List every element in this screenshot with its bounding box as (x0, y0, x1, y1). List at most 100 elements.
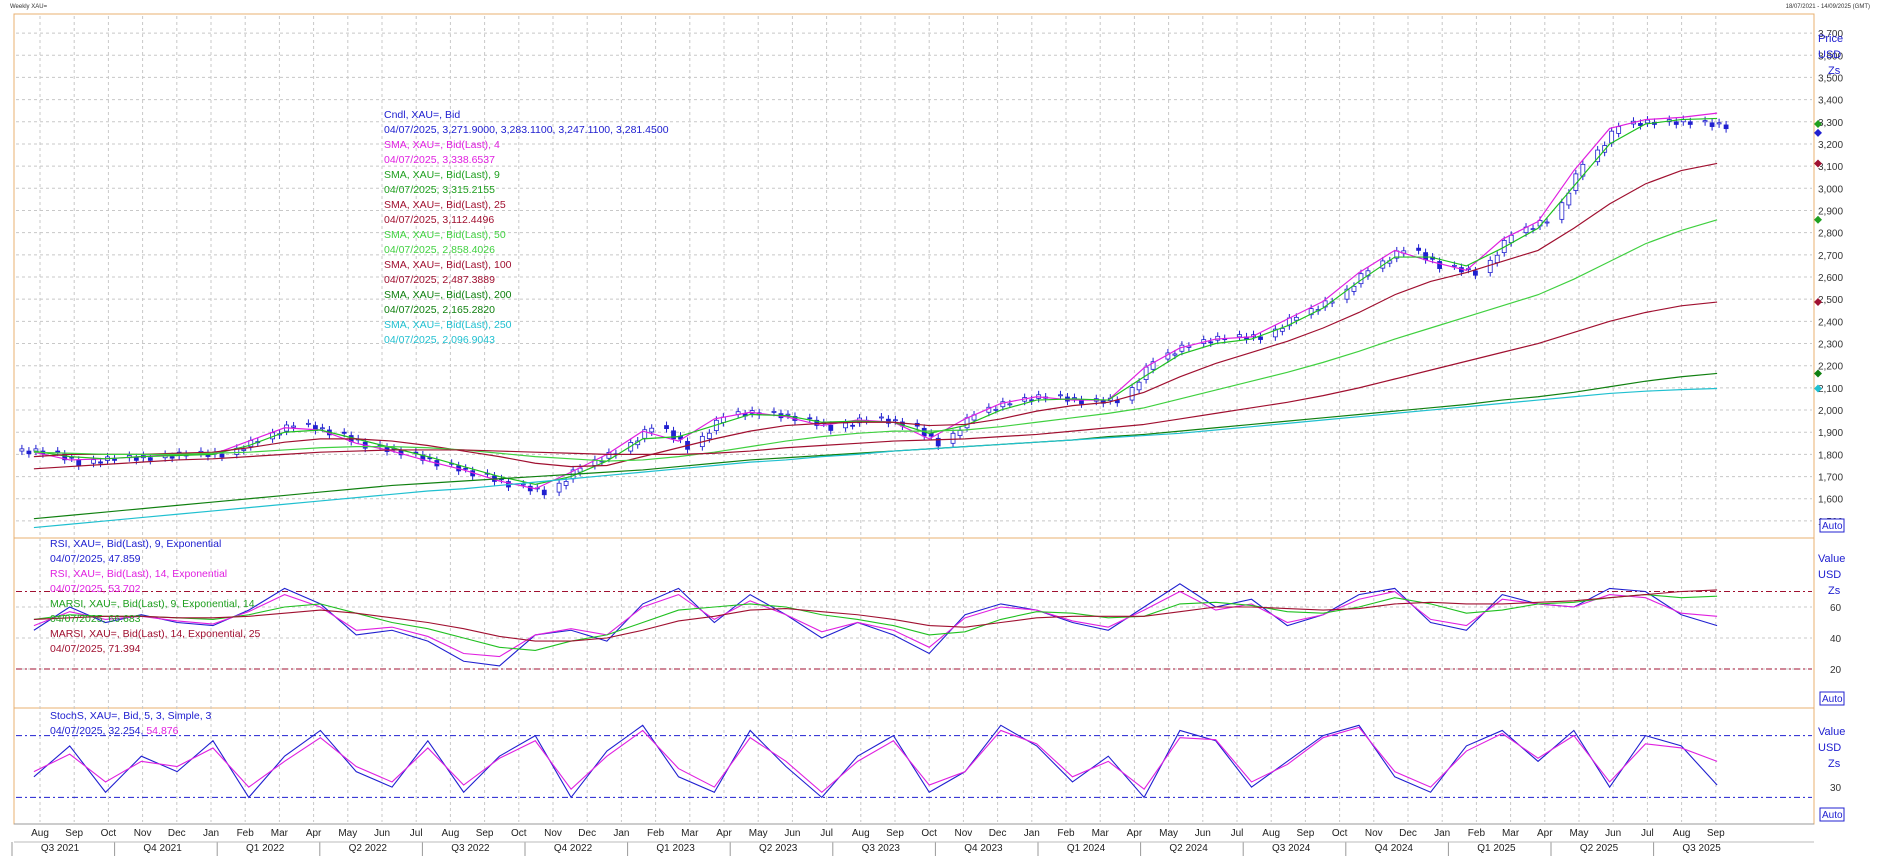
candle-body (1473, 270, 1478, 276)
price-legend-line: SMA, XAU=, Bid(Last), 250 (384, 319, 512, 331)
candle-body (1172, 353, 1178, 356)
candle-body (541, 489, 547, 496)
stoch-series (33, 724, 1718, 799)
month-tick-label: Nov (134, 828, 152, 839)
month-tick-label: Sep (886, 828, 904, 839)
candle-body (291, 425, 296, 428)
axes: 1,5001,6001,7001,8001,9002,0002,1002,200… (11, 29, 1843, 856)
price-tick-label: 1,900 (1818, 428, 1843, 439)
month-tick-label: Aug (1262, 828, 1280, 839)
candle-body (649, 427, 655, 433)
candle-body (1308, 308, 1314, 316)
sma50-line (33, 219, 1718, 462)
candle-body (1723, 124, 1729, 130)
month-tick-label: Jun (784, 828, 800, 839)
month-tick-label: Jul (410, 828, 423, 839)
candle-body (556, 482, 562, 493)
price-tick-label: 2,100 (1818, 384, 1843, 395)
month-tick-label: Jan (613, 828, 629, 839)
price-tick-label: 2,900 (1818, 206, 1843, 217)
candle-body (463, 467, 469, 470)
month-tick-label: Aug (31, 828, 49, 839)
month-tick-label: Nov (544, 828, 562, 839)
quarter-tick-label: Q3 2023 (862, 843, 901, 854)
stoch-auto-button[interactable] (1819, 807, 1845, 822)
price-legend-line: SMA, XAU=, Bid(Last), 25 (384, 199, 506, 211)
price-tick-label: 1,800 (1818, 450, 1843, 461)
candle-body (1272, 328, 1278, 338)
month-tick-label: Jun (1195, 828, 1211, 839)
rsi-legend-line: MARSI, XAU=, Bid(Last), 14, Exponential,… (50, 628, 261, 640)
candle-body (706, 432, 712, 439)
stoch-auto-label: Auto (1822, 810, 1843, 821)
rsi-tick-label: 60 (1830, 603, 1842, 614)
price-legend-line: SMA, XAU=, Bid(Last), 4 (384, 139, 500, 151)
price-legend-line: 04/07/2025, 2,165.2820 (384, 304, 495, 316)
price-legend-line: 04/07/2025, 3,271.9000, 3,283.1100, 3,24… (384, 124, 669, 136)
price-tick-label: 2,400 (1818, 317, 1843, 328)
price-tick-label: 2,200 (1818, 362, 1843, 373)
price-tick-label: 2,000 (1818, 406, 1843, 417)
month-tick-label: Dec (989, 828, 1007, 839)
rsi-legend-line: 04/07/2025, 53.702 (50, 583, 141, 595)
candle-body (893, 419, 898, 422)
stoch-legend-d-value: 54.876 (146, 725, 179, 737)
rsi-tick-label: 40 (1830, 634, 1842, 645)
price-auto-button[interactable] (1819, 518, 1845, 533)
candle-body (993, 408, 999, 411)
price-panel[interactable] (13, 13, 1815, 539)
chart-title: Weekly XAU= (10, 4, 48, 10)
price-value-marker (1814, 369, 1822, 378)
candle-body (19, 448, 25, 452)
rsi-auto-label: Auto (1822, 694, 1843, 705)
sma200-line (33, 372, 1718, 520)
rsi14-line (33, 590, 1718, 658)
month-tick-label: Apr (1537, 828, 1553, 839)
month-tick-label: May (1159, 828, 1178, 839)
quarter-tick-label: Q3 2022 (451, 843, 490, 854)
month-tick-label: Apr (306, 828, 322, 839)
month-tick-label: Dec (1399, 828, 1417, 839)
price-value-marker (1814, 384, 1822, 393)
price-legend-line: SMA, XAU=, Bid(Last), 200 (384, 289, 512, 301)
quarter-tick-label: Q4 2022 (554, 843, 593, 854)
stoch-legend-values: 04/07/2025, 32.254, 54.876 (50, 724, 211, 739)
month-tick-label: May (338, 828, 357, 839)
price-tick-label: 3,200 (1818, 140, 1843, 151)
candle-body (1136, 381, 1142, 391)
stoch-axis-title: Value (1818, 726, 1845, 738)
stoch-tick-label: 30 (1830, 783, 1842, 794)
candle-body (219, 453, 225, 458)
quarter-tick-label: Q1 2025 (1477, 843, 1516, 854)
price-legend-line: SMA, XAU=, Bid(Last), 100 (384, 259, 512, 271)
rsi-marker-zs: Zs (1828, 585, 1841, 597)
sma25-line (33, 162, 1718, 468)
rsi-auto-button[interactable] (1819, 691, 1845, 706)
rsi-legend-line: 04/07/2025, 66.683 (50, 613, 141, 625)
candle-body (112, 458, 117, 461)
month-tick-label: Jan (1434, 828, 1450, 839)
rsi-legend: RSI, XAU=, Bid(Last), 9, Exponential 04/0… (50, 537, 260, 657)
rsi-axis-unit: USD (1818, 569, 1841, 581)
month-tick-label: Jun (374, 828, 390, 839)
month-tick-label: Feb (237, 828, 255, 839)
candle-body (671, 430, 676, 440)
quarter-tick-label: Q1 2023 (656, 843, 695, 854)
candle-body (1416, 247, 1421, 251)
month-tick-label: Oct (1332, 828, 1348, 839)
stoch-legend-date: 04/07/2025, 32.254, (50, 725, 144, 737)
month-tick-label: Jul (820, 828, 833, 839)
sma250-line (33, 387, 1718, 529)
candle-body (1716, 122, 1722, 125)
candle-body (55, 450, 61, 453)
price-axis-unit: USD (1818, 49, 1841, 61)
candle-body (1007, 403, 1013, 406)
quarter-tick-label: Q2 2022 (349, 843, 388, 854)
month-tick-label: Aug (852, 828, 870, 839)
quarter-tick-label: Q3 2025 (1682, 843, 1721, 854)
quarter-tick-label: Q1 2022 (246, 843, 285, 854)
month-tick-label: Sep (476, 828, 494, 839)
price-tick-label: 1,600 (1818, 495, 1843, 506)
price-tick-label: 3,300 (1818, 118, 1843, 129)
